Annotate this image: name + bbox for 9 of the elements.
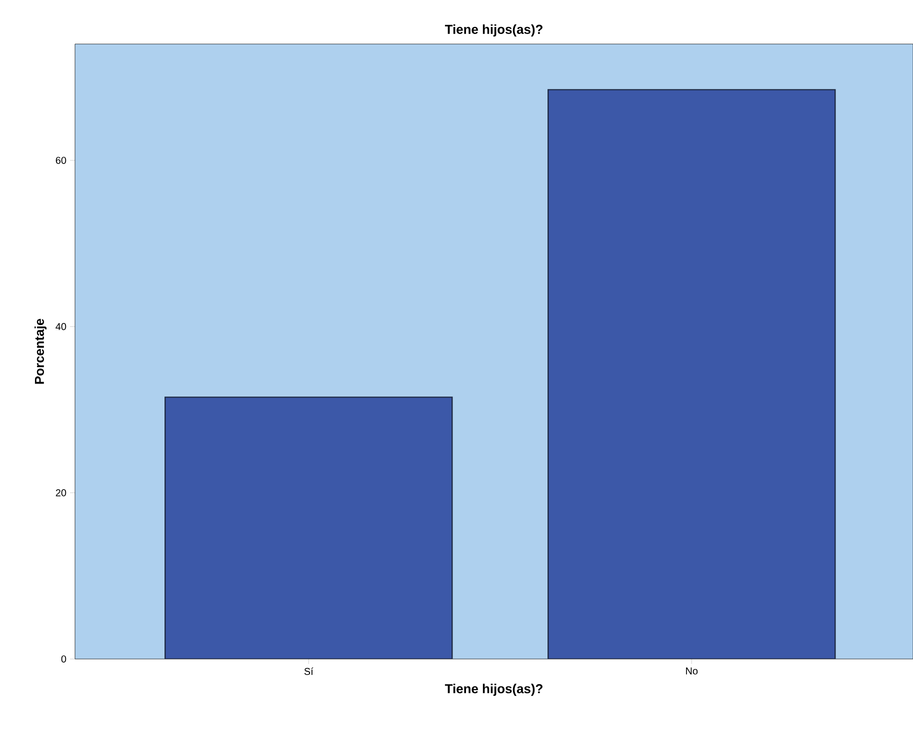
chart-title: Tiene hijos(as)?: [444, 24, 542, 37]
x-tick-label: No: [686, 668, 698, 674]
y-axis-title: Porcentaje: [34, 318, 47, 384]
y-tick-label: 20: [56, 489, 66, 496]
y-tick-label: 40: [56, 323, 66, 330]
x-axis-title: Tiene hijos(as)?: [444, 684, 542, 696]
x-tick-label: Sí: [304, 668, 314, 675]
y-tick-label: 0: [61, 655, 66, 663]
y-tick-label: 60: [56, 156, 66, 164]
